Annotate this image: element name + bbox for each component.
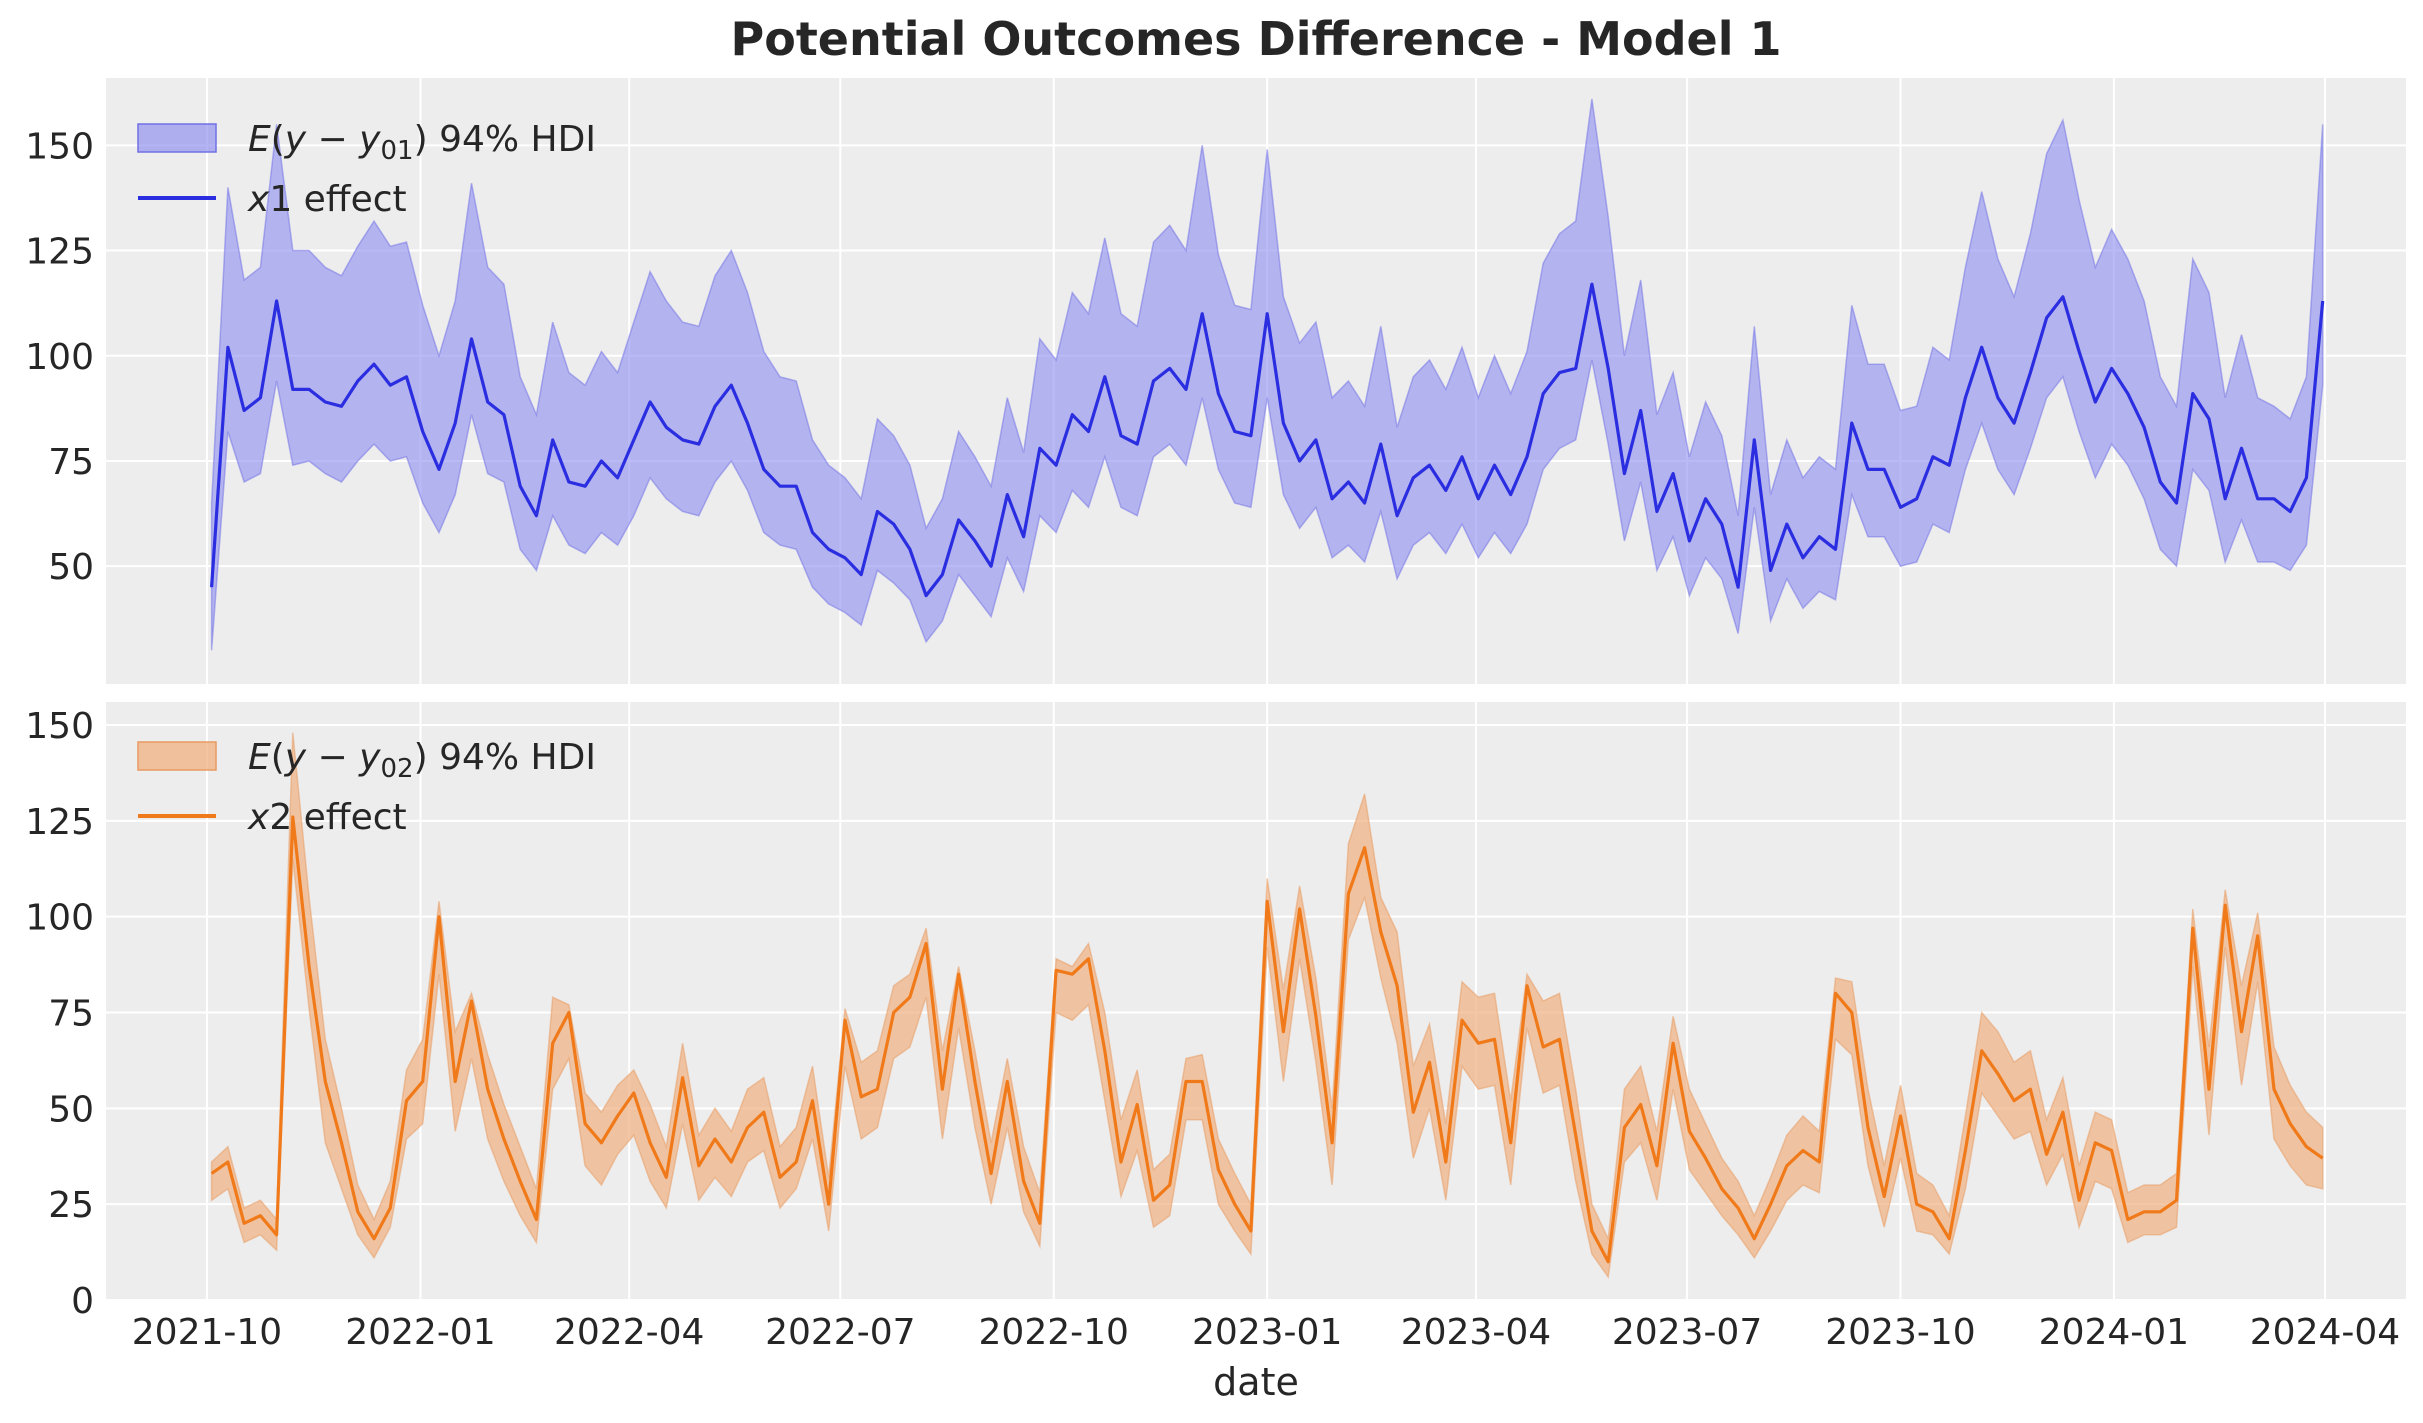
bottom-legend-band-swatch <box>137 741 217 771</box>
bottom-gridlines <box>106 702 2406 1301</box>
top-plot-marks <box>210 98 2325 651</box>
x-tick-2022-10: 2022-10 <box>979 1312 1129 1353</box>
top-panel: 50 75 100 125 150 E(y − y01) 94% HDI x1 effe… <box>25 78 2406 684</box>
top-effect-line <box>210 282 2325 598</box>
x-tick-2023-10: 2023-10 <box>1825 1312 1975 1353</box>
bottom-y-tick-75: 75 <box>48 994 94 1035</box>
x-tick-2022-04: 2022-04 <box>554 1312 704 1353</box>
top-y-tick-50: 50 <box>48 547 94 588</box>
bottom-legend: E(y − y02) 94% HDI x2 effect <box>137 737 596 838</box>
top-y-tick-100: 100 <box>25 337 94 378</box>
bottom-y-tick-100: 100 <box>25 898 94 939</box>
top-legend-band-swatch <box>137 123 217 153</box>
x-tick-2023-01: 2023-01 <box>1192 1312 1342 1353</box>
top-legend-band-label: E(y − y01) 94% HDI <box>248 119 596 166</box>
bottom-y-tick-50: 50 <box>48 1089 94 1130</box>
bottom-y-tick-0: 0 <box>71 1281 94 1322</box>
bottom-y-tick-150: 150 <box>25 706 94 747</box>
x-tick-2023-04: 2023-04 <box>1401 1312 1551 1353</box>
bottom-y-tick-125: 125 <box>25 802 94 843</box>
bottom-legend-line-label: x2 effect <box>247 797 407 838</box>
top-legend: E(y − y01) 94% HDI x1 effect <box>137 119 596 220</box>
chart-title: Potential Outcomes Difference - Model 1 <box>731 12 1782 66</box>
top-y-tick-125: 125 <box>25 232 94 273</box>
x-tick-2021-10: 2021-10 <box>132 1312 282 1353</box>
bottom-plot-marks <box>210 732 2324 1279</box>
bottom-legend-band-label: E(y − y02) 94% HDI <box>248 737 596 784</box>
bottom-y-tick-labels: 0 25 50 75 100 125 150 <box>25 706 94 1322</box>
x-tick-2024-04: 2024-04 <box>2250 1312 2400 1353</box>
top-hdi-band <box>210 98 2324 651</box>
x-tick-2024-01: 2024-01 <box>2039 1312 2189 1353</box>
bottom-hdi-band <box>210 732 2324 1279</box>
top-y-tick-75: 75 <box>48 442 94 483</box>
bottom-plot-area <box>106 702 2406 1300</box>
bottom-effect-line <box>210 815 2324 1264</box>
top-y-tick-150: 150 <box>25 126 94 167</box>
x-tick-2022-07: 2022-07 <box>765 1312 915 1353</box>
x-axis-label: date <box>1213 1360 1299 1404</box>
x-tick-2023-07: 2023-07 <box>1612 1312 1762 1353</box>
x-tick-2022-01: 2022-01 <box>345 1312 495 1353</box>
x-tick-labels: 2021-10 2022-01 2022-04 2022-07 2022-10 2023-… <box>132 1312 2400 1353</box>
bottom-y-tick-25: 25 <box>48 1185 94 1226</box>
top-y-tick-labels: 50 75 100 125 150 <box>25 126 94 588</box>
top-legend-line-label: x1 effect <box>247 179 407 220</box>
